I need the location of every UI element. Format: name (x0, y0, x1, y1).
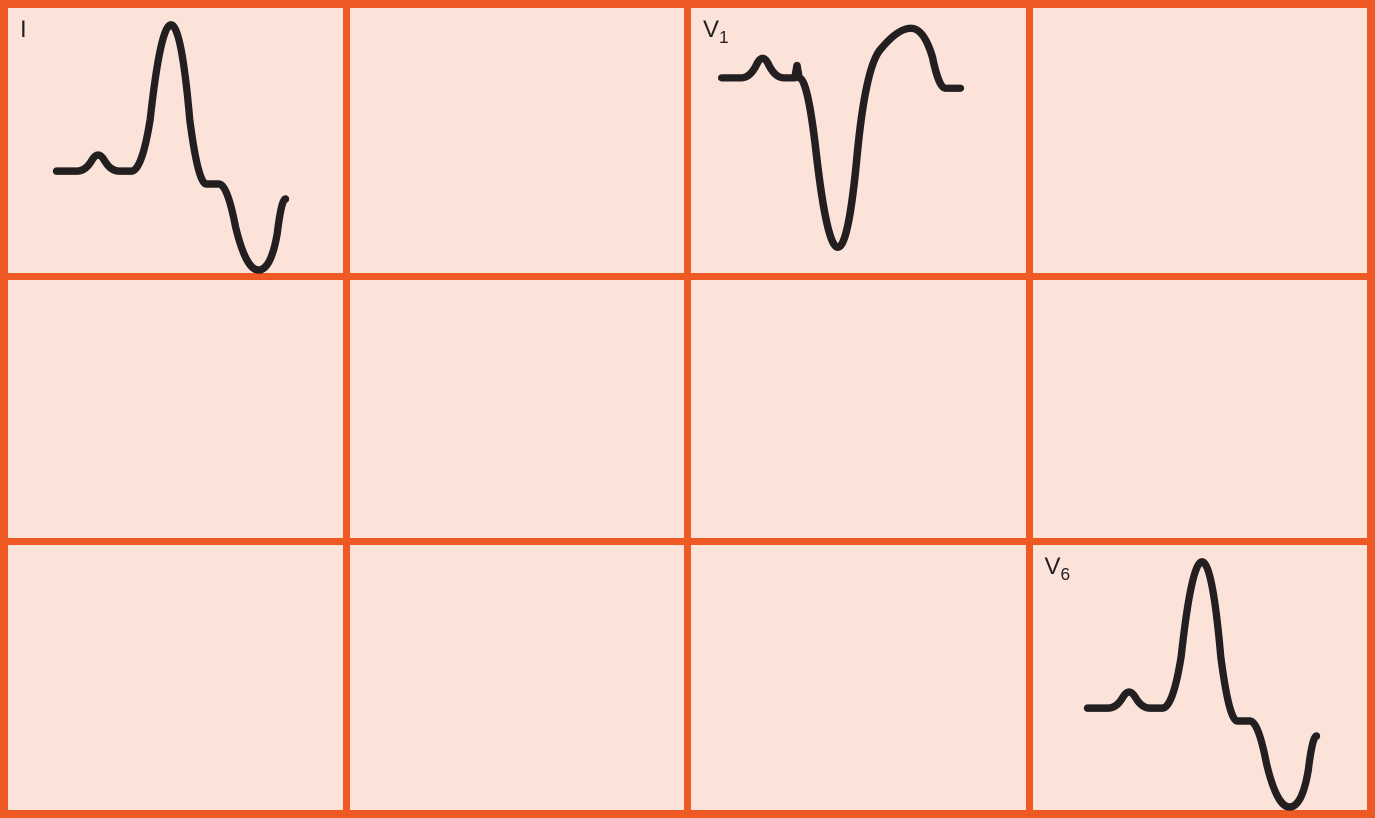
ecg-waveform (711, 20, 969, 268)
ecg-cell (691, 545, 1026, 810)
ecg-cell: V1 (691, 8, 1026, 273)
ecg-cell (8, 280, 343, 538)
ecg-lead-grid: I V1 V6 (0, 0, 1375, 818)
ecg-waveform (46, 12, 296, 270)
ecg-cell: I (8, 8, 343, 273)
ecg-cell (350, 545, 685, 810)
lead-label-sub: 6 (1061, 564, 1071, 584)
ecg-trace (56, 25, 285, 270)
ecg-cell (8, 545, 343, 810)
ecg-waveform (1077, 549, 1327, 807)
lead-label: V6 (1045, 553, 1071, 585)
ecg-cell (350, 280, 685, 538)
ecg-cell (350, 8, 685, 273)
ecg-cell (1033, 8, 1368, 273)
lead-label: I (20, 16, 27, 44)
ecg-cell: V6 (1033, 545, 1368, 810)
ecg-trace (722, 28, 961, 247)
lead-label-text: I (20, 16, 27, 43)
ecg-trace (1087, 562, 1316, 807)
ecg-cell (691, 280, 1026, 538)
lead-label-text: V (1045, 553, 1061, 580)
ecg-cell (1033, 280, 1368, 538)
